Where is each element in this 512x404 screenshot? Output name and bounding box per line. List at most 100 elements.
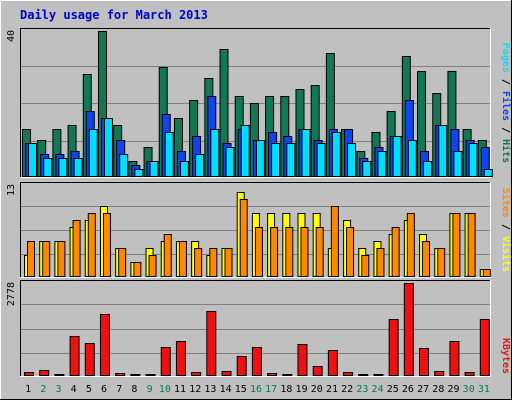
x-tick-label: 25 [387,384,399,395]
x-tick-label: 21 [326,384,338,395]
kbytes-bar [403,283,414,376]
kbytes-bar [312,366,323,376]
sites-bar [178,241,187,277]
kbytes-bar [84,343,95,376]
pages-bar [362,161,372,177]
x-tick-label: 8 [131,384,137,395]
pages-bar [164,132,174,177]
sites-bar [102,213,111,277]
kbytes-bar [434,371,445,376]
x-tick-label: 29 [447,384,459,395]
kbytes-bar [54,374,65,376]
sites-bar [239,199,248,277]
legend-item-hits: Hits [500,139,512,163]
pages-bar [316,143,326,177]
kbytes-bar [358,374,369,376]
kbytes-bar [282,374,293,376]
sites-bar [437,248,446,277]
sites-bar [148,255,157,277]
sites-bar [361,255,370,277]
kbytes-bar [175,341,186,376]
pages-bar [423,161,433,177]
sites-bar [118,248,127,277]
kbytes-bar [419,348,430,376]
x-tick-label: 6 [101,384,107,395]
pages-bar [119,154,129,177]
pages-bar [483,169,493,177]
x-tick-label: 28 [432,384,444,395]
pages-bar [195,154,205,177]
pages-bar [271,143,281,177]
sites-bar [42,241,51,277]
x-tick-label: 15 [235,384,247,395]
kbytes-bar [145,374,156,376]
kbytes-bar [373,374,384,376]
sites-bar [376,248,385,277]
sites-bar [27,241,35,277]
kbytes-bar [297,344,308,376]
panel-1-ymax-label: 40 [6,30,17,42]
pages-bar [210,129,220,177]
panel-3-ymax-label: 2778 [6,282,17,306]
pages-bar [179,161,189,177]
pages-bar [255,140,265,177]
pages-bar [407,140,417,177]
sites-bar [254,227,263,277]
x-tick-label: 31 [478,384,490,395]
x-tick-label: 10 [159,384,171,395]
kbytes-bar [388,319,399,376]
x-tick-label: 27 [417,384,429,395]
x-tick-label: 13 [204,384,216,395]
sites-bar [452,213,461,277]
x-tick-label: 4 [71,384,77,395]
kbytes-bar [267,373,278,376]
x-tick-label: 16 [250,384,262,395]
x-tick-label: 30 [463,384,475,395]
sites-bar [422,241,431,277]
x-tick-label: 20 [311,384,323,395]
sites-bar [467,213,476,277]
legend-top: Pages / Files / Hits [500,43,512,163]
kbytes-bar [99,314,110,376]
kbytes-bar [115,373,126,376]
kbytes-bar [343,372,354,376]
sites-bar [285,227,294,277]
kbytes-bar [130,374,141,376]
legend-item-visits: Visits [500,236,512,272]
x-tick-label: 7 [116,384,122,395]
x-tick-label: 9 [147,384,153,395]
x-tick-label: 18 [280,384,292,395]
pages-bar [331,132,341,177]
sites-bar [163,234,172,277]
pages-bar [28,143,37,177]
x-tick-label: 5 [86,384,92,395]
sites-bar [482,269,491,277]
legend-item-sites: Sites [500,188,512,218]
kbytes-bar [251,347,262,376]
x-tick-label: 26 [402,384,414,395]
kbytes-bar [39,370,50,376]
pages-bar [240,125,250,177]
sites-bar [133,262,142,277]
sites-bar [270,227,279,277]
chart-title: Daily usage for March 2013 [20,8,208,22]
pages-bar [301,129,311,177]
x-tick-label: 1 [25,384,31,395]
sites-bar [391,227,400,277]
pages-bar [453,151,463,177]
kbytes-bar [464,372,475,376]
legend-separator: / [500,73,511,91]
x-tick-label: 3 [55,384,61,395]
legend-separator: / [500,121,511,139]
pages-bar [225,147,235,177]
sites-bar [209,248,218,277]
kbytes-bar [69,336,80,376]
legend-item-pages: Pages [500,43,511,73]
sites-bar [72,220,81,277]
sites-bar [224,248,233,277]
pages-bar [88,129,98,177]
pages-bar [58,158,68,177]
kbytes-bar [160,347,171,376]
